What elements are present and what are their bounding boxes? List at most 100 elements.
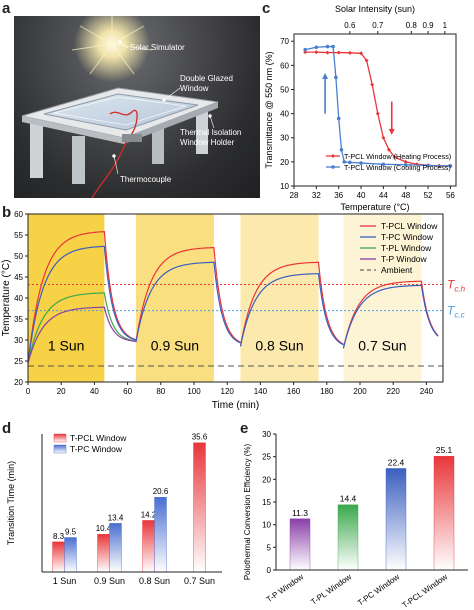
- y-axis-label: Transition Time (min): [6, 461, 16, 545]
- bar: [433, 456, 455, 571]
- bar-value-label: 22.4: [388, 457, 405, 467]
- window-inner-pane: [53, 96, 187, 126]
- y-tick-label: 10: [280, 182, 289, 191]
- y-axis-label: Transmittance @ 550 nm (%): [264, 51, 274, 168]
- x-tick-label: 56: [446, 191, 455, 200]
- y-tick-label: 45: [14, 273, 23, 282]
- reference-line-label: Tc,h: [447, 278, 466, 294]
- data-point: [392, 155, 397, 160]
- y-tick-label: 30: [14, 336, 23, 345]
- y-tick-label: 60: [280, 61, 289, 70]
- y-tick-label: 5: [267, 543, 272, 552]
- legend-marker: [331, 154, 335, 158]
- band-label: 1 Sun: [48, 338, 85, 354]
- label-solar-simulator: Solar Simulator: [130, 43, 185, 52]
- legend-label: T-PL Window: [381, 243, 432, 253]
- window-holder-side: [22, 116, 124, 144]
- x-tick-label: T-PCL Window: [401, 572, 450, 610]
- x-tick-label: 80: [156, 387, 165, 396]
- data-point: [331, 44, 335, 49]
- bar-value-label: 8.3: [53, 532, 65, 541]
- y-tick-label: 25: [14, 357, 23, 366]
- table-leg: [152, 128, 164, 164]
- series-line: [135, 261, 241, 344]
- x-tick-label: 1 Sun: [53, 576, 77, 586]
- x-tick-label: 32: [312, 191, 321, 200]
- y-tick-label: 40: [14, 294, 23, 303]
- y-tick-label: 25: [262, 453, 271, 462]
- bar: [193, 442, 206, 573]
- data-point: [403, 162, 408, 167]
- intensity-band: [240, 214, 319, 382]
- series-line: [305, 51, 451, 167]
- y-axis-label: Temperature (°C): [1, 260, 12, 337]
- panel-label-e: e: [240, 420, 249, 437]
- x-tick-label: 140: [254, 387, 268, 396]
- label-thermal-isolation-holder: Thermal Isolation Window Holder: [180, 128, 242, 147]
- legend-swatch: [53, 444, 67, 454]
- y-tick-label: 15: [262, 498, 271, 507]
- data-point: [386, 147, 391, 152]
- x-tick-label: 0.7 Sun: [184, 576, 215, 586]
- x-tick-label: 36: [334, 191, 343, 200]
- plot-frame: [293, 33, 457, 187]
- legend-label: T-PCL Window: [381, 221, 438, 231]
- bar: [289, 518, 311, 571]
- band-label: 0.8 Sun: [255, 338, 303, 354]
- top-tick-label: 0.6: [344, 21, 356, 30]
- x-axis-label: Time (min): [212, 400, 259, 411]
- bar-value-label: 9.5: [65, 528, 77, 537]
- top-axis-label: Solar Intensity (sun): [335, 4, 415, 14]
- bar: [109, 523, 122, 573]
- data-point: [342, 160, 347, 164]
- bar-value-label: 35.6: [192, 433, 208, 442]
- y-tick-label: 70: [280, 37, 289, 46]
- bar-value-label: 14.4: [340, 494, 357, 504]
- legend-label: Ambient: [381, 265, 413, 275]
- bar-value-label: 20.6: [153, 487, 169, 496]
- x-tick-label: 0.8 Sun: [139, 576, 170, 586]
- band-label: 0.9 Sun: [151, 338, 199, 354]
- y-tick-label: 40: [280, 110, 289, 119]
- y-axis-label: Polothermal Conversion Efficiency (%): [243, 443, 252, 580]
- data-point: [303, 47, 307, 52]
- sun-rays-icon: [71, 10, 153, 75]
- data-point: [381, 162, 386, 167]
- bar-value-label: 13.4: [108, 513, 124, 522]
- x-tick-label: T-PC Window: [356, 572, 401, 608]
- panel-label-a: a: [2, 0, 11, 17]
- x-tick-label: 52: [424, 191, 433, 200]
- legend-label: T-PCL Window (Cooling Process): [344, 163, 451, 172]
- legend-label: T-PCL Window: [70, 433, 127, 443]
- data-point: [347, 50, 352, 55]
- panel-label-b: b: [2, 204, 12, 221]
- series-line: [27, 231, 137, 364]
- chart-c-transmittance: 28 32 36 40 44 48 52 56 10 20 30 40 50 60 70 0.6 0.7 0.8 0…: [264, 4, 457, 212]
- series-line: [27, 245, 137, 364]
- data-point: [314, 45, 319, 50]
- x-axis-label: Temperature (°C): [340, 202, 409, 212]
- double-glazed-window: [43, 93, 199, 131]
- series-line: [27, 306, 136, 364]
- y-tick-label: 30: [262, 430, 271, 439]
- data-point: [364, 58, 369, 63]
- label-thermocouple: Thermocouple: [120, 175, 172, 184]
- y-tick-label: 50: [280, 85, 289, 94]
- data-point: [336, 50, 341, 55]
- window-holder-side: [124, 102, 218, 144]
- series-line: [342, 284, 439, 349]
- x-tick-label: 100: [187, 387, 201, 396]
- arrow-up-icon-head: [322, 73, 329, 80]
- series-line: [239, 261, 344, 347]
- table-leg: [196, 110, 208, 154]
- data-point: [314, 50, 319, 55]
- data-point: [370, 82, 375, 87]
- legend-label: T-P Window: [381, 254, 428, 264]
- x-tick-label: 0: [26, 387, 31, 396]
- x-tick-label: 240: [420, 387, 434, 396]
- x-tick-label: 120: [221, 387, 235, 396]
- y-tick-label: 55: [14, 231, 23, 240]
- table-leg: [72, 136, 85, 184]
- legend-label: T-PCL Window (Heating Process): [344, 152, 451, 161]
